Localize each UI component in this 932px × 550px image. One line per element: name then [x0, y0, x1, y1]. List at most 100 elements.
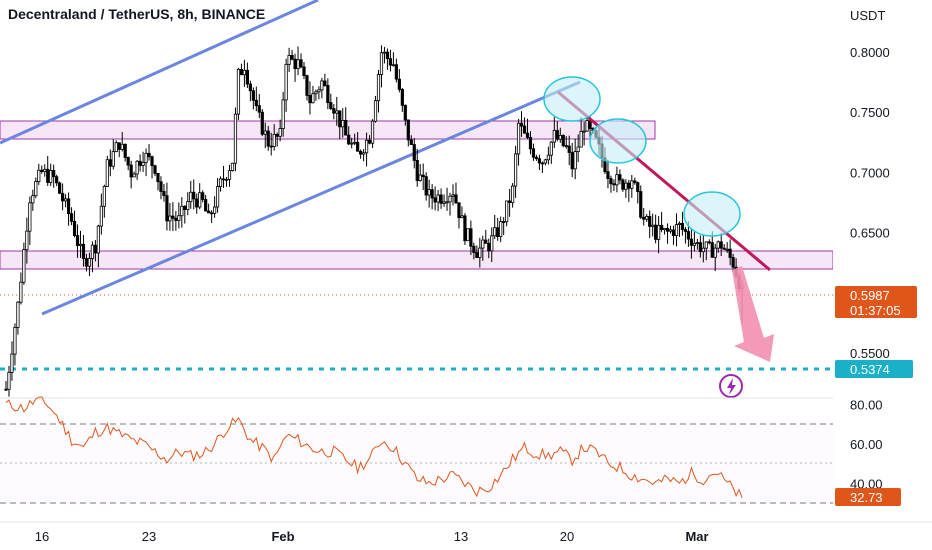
candle-body: [457, 202, 461, 219]
candle-body: [388, 58, 393, 66]
candle-body: [630, 180, 634, 189]
candle-body: [302, 66, 306, 76]
candle-body: [132, 173, 136, 178]
time-tick-label: Feb: [271, 529, 294, 544]
candle-body: [201, 192, 205, 200]
rsi-tick-label: 40.00: [850, 476, 883, 491]
time-tick-label: 13: [454, 529, 468, 544]
candle-body: [409, 139, 413, 145]
candle-body: [212, 206, 217, 214]
candle-body: [96, 225, 100, 254]
candle-body: [361, 152, 366, 155]
candle-body: [525, 132, 530, 138]
candle-body: [245, 69, 249, 85]
candle-body: [400, 89, 404, 106]
candle-body: [710, 242, 714, 258]
candle-body: [546, 154, 550, 161]
candle-body: [367, 139, 372, 144]
candle-body: [248, 83, 252, 92]
candle-body: [689, 238, 694, 246]
candle-body: [686, 231, 691, 240]
candle-body: [129, 164, 133, 178]
rsi-axis[interactable]: 80.00 60.00 40.00: [850, 397, 883, 491]
candle-body: [406, 119, 410, 141]
candle-body: [531, 148, 536, 158]
candle-body: [499, 221, 503, 237]
candle-body: [436, 194, 440, 203]
time-axis[interactable]: 16 23 Feb 13 20 Mar: [35, 529, 709, 544]
candle-body: [239, 68, 244, 76]
candle-body: [72, 220, 77, 236]
candle-body: [272, 133, 276, 147]
price-tick-label: 0.7000: [850, 165, 890, 180]
candle-body: [463, 215, 467, 242]
candle-body: [49, 170, 53, 183]
down-arrow: [732, 266, 774, 362]
candle-body: [427, 189, 431, 196]
candle-body: [338, 110, 342, 128]
candle-body: [418, 174, 422, 181]
candle-body: [329, 102, 333, 109]
candle-body: [55, 176, 59, 184]
rsi-tick-label: 80.00: [850, 397, 883, 412]
support-zone: [0, 250, 834, 270]
candle-body: [493, 227, 497, 237]
top-circle-2: [589, 118, 647, 164]
time-tick-label: 16: [35, 529, 49, 544]
candle-body: [469, 228, 473, 247]
candle-body: [204, 199, 208, 212]
candle-body: [141, 162, 145, 166]
candle-body: [466, 228, 470, 242]
price-tick-label: 0.5500: [850, 346, 890, 361]
price-tick-label: 0.8000: [850, 45, 890, 60]
last-price-value: 0.5987: [850, 288, 890, 303]
candle-body: [198, 192, 202, 208]
lightning-icon[interactable]: [719, 374, 743, 398]
candle-body: [439, 194, 443, 204]
candle-body: [19, 281, 23, 303]
candle-body: [609, 178, 613, 185]
candle-body: [651, 224, 655, 227]
candle-body: [677, 222, 682, 225]
resistance-zone: [0, 120, 656, 140]
candle-body: [335, 110, 339, 114]
rsi-value-tag: [835, 488, 901, 506]
candle-body: [341, 120, 345, 128]
candle-body: [475, 252, 479, 258]
candle-body: [218, 178, 223, 187]
candle-body: [403, 104, 407, 121]
target-level-tag: [835, 360, 913, 378]
candle-body: [293, 58, 297, 69]
candle-body: [722, 247, 726, 250]
candle-body: [37, 169, 41, 182]
candle-body: [34, 181, 38, 197]
candle-body: [347, 134, 351, 145]
candle-body: [75, 235, 80, 246]
candle-body: [108, 159, 112, 167]
price-axis-bg: [833, 0, 932, 550]
candle-body: [424, 176, 428, 196]
price-axis[interactable]: 0.8000 0.7500 0.7000 0.6500 0.5500: [850, 45, 890, 361]
candle-body: [671, 229, 676, 237]
candle-body: [513, 153, 518, 187]
candle-body: [648, 216, 652, 227]
candle-body: [484, 239, 488, 244]
candle-body: [385, 51, 390, 60]
down-trend-line: [557, 90, 771, 272]
candle-body: [490, 235, 494, 252]
candle-body: [180, 205, 184, 217]
candle-body: [123, 143, 127, 158]
candle-body: [627, 182, 631, 189]
candle-body: [397, 78, 401, 90]
candle-body: [701, 247, 705, 253]
candle-body: [207, 210, 211, 214]
candle-body: [543, 159, 547, 164]
candle-body: [373, 100, 378, 122]
candle-body: [192, 191, 196, 200]
candle-body: [624, 182, 628, 190]
candle-body: [344, 120, 348, 136]
candle-body: [379, 52, 384, 75]
candle-body: [528, 137, 533, 150]
candle-body: [704, 241, 708, 249]
